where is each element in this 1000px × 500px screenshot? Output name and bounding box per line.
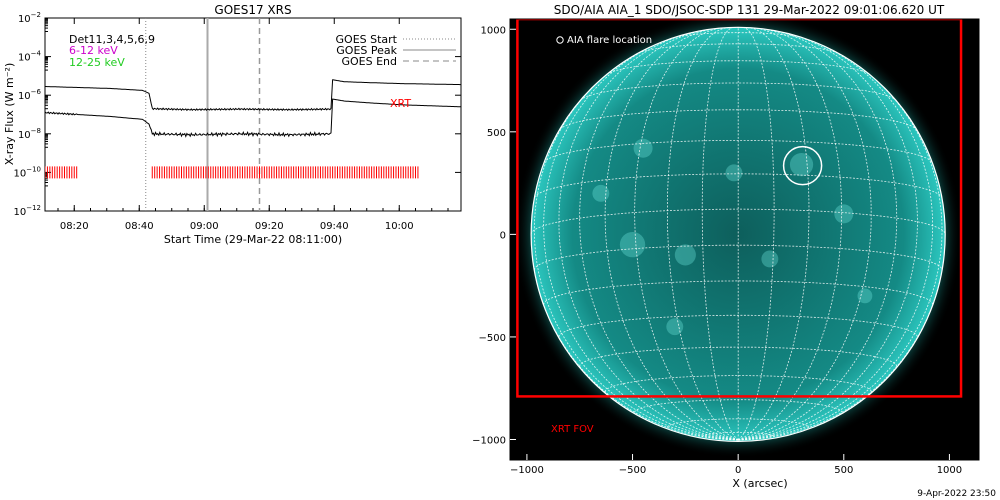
active-region	[725, 164, 743, 182]
aia-frame	[509, 18, 980, 461]
aia-panel: SDO/AIA AIA_1 SDO/JSOC-SDP 131 29-Mar-20…	[472, 3, 980, 490]
goes-x-label: Start Time (29-Mar-22 08:11:00)	[164, 233, 342, 246]
latitude-line	[558, 314, 918, 338]
longitude-line	[533, 65, 739, 441]
aia-x-axis: −1000 −500 0 500 1000	[510, 454, 962, 476]
flare-legend-marker	[556, 36, 564, 44]
longitude-line	[604, 29, 739, 441]
longitude-line	[738, 27, 810, 441]
y-tick-label: 10−12	[13, 204, 41, 218]
longitude-line	[738, 29, 898, 441]
active-region	[633, 138, 653, 158]
xrt-fov-box	[516, 19, 963, 398]
legend-goes-peak: GOES Peak	[336, 44, 397, 57]
active-region	[789, 153, 814, 177]
active-region	[619, 231, 646, 258]
x-tick-label: 10:00	[385, 221, 414, 232]
longitude-line	[543, 39, 739, 441]
goes-x-axis: 08:20 08:40 09:00 09:20 09:40 10:00	[57, 18, 449, 232]
x-tick-label: 09:40	[320, 221, 349, 232]
longitude-line	[701, 27, 739, 441]
aia-y-axis: 1000 500 0 −500 −1000	[472, 25, 516, 446]
legend-goes-end: GOES End	[341, 55, 397, 68]
goes-event-lines	[145, 18, 261, 211]
longitude-line	[738, 39, 934, 441]
x-tick-label: 08:40	[125, 221, 154, 232]
longitude-line	[634, 27, 739, 441]
sun-disk	[531, 27, 946, 442]
y-tick-label: 500	[487, 128, 506, 139]
xrt-fov-label: XRT FOV	[551, 424, 594, 435]
latitude-line	[606, 60, 870, 75]
solar-limb	[530, 26, 946, 443]
y-tick-label: 10−8	[18, 127, 41, 141]
goes-series-line-1	[45, 79, 461, 112]
latitude-line	[543, 280, 934, 305]
flare-legend-label: AIA flare location	[567, 35, 652, 46]
active-region	[761, 250, 779, 268]
longitude-line	[738, 29, 872, 441]
x-tick-label: −500	[619, 465, 646, 476]
y-tick-label: 10−6	[18, 88, 42, 102]
x-tick-label: 09:00	[190, 221, 219, 232]
legend-6-12-kev: 6-12 keV	[69, 44, 118, 57]
goes-y-label: X-ray Flux (W m⁻²)	[3, 63, 16, 165]
footer-date: 9-Apr-2022 23:50	[917, 489, 996, 499]
aia-title: SDO/AIA AIA_1 SDO/JSOC-SDP 131 29-Mar-20…	[554, 3, 945, 17]
y-tick-label: −1000	[472, 435, 506, 446]
x-tick-label: 1000	[937, 465, 962, 476]
aia-x-label: X (arcsec)	[732, 477, 787, 490]
longitude-line	[738, 65, 943, 441]
active-region	[592, 184, 610, 202]
y-tick-label: 10−2	[18, 11, 41, 25]
xrt-label: XRT	[390, 97, 411, 110]
y-tick-label: 10−4	[18, 50, 42, 64]
y-tick-label: 1000	[481, 25, 506, 36]
active-region-features	[592, 138, 873, 336]
active-region	[834, 204, 854, 224]
heliographic-grid	[531, 27, 946, 441]
y-tick-label: −500	[479, 333, 506, 344]
longitude-line	[558, 32, 739, 441]
y-tick-label: 10−10	[13, 165, 41, 179]
x-tick-label: 08:20	[60, 221, 89, 232]
latitude-line	[671, 32, 805, 39]
x-tick-label: 09:20	[255, 221, 284, 232]
legend-12-25-kev: 12-25 keV	[69, 56, 125, 69]
active-region	[666, 318, 684, 336]
latitude-line	[543, 140, 933, 164]
x-tick-label: 0	[735, 465, 741, 476]
latitude-line	[559, 109, 917, 130]
goes-panel: GOES17 XRS 10−12 10−10 10−8 10−6 10−4 10−2 08…	[3, 3, 462, 246]
goes-series-line-2	[45, 98, 461, 138]
latitude-line	[580, 82, 897, 101]
active-region	[857, 288, 873, 304]
xrt-coverage-ticks	[45, 166, 419, 179]
flare-location-circle	[782, 145, 823, 186]
legend-goes-start: GOES Start	[336, 33, 398, 46]
y-tick-label: 0	[500, 230, 506, 241]
x-tick-label: −1000	[510, 465, 544, 476]
longitude-line	[667, 27, 739, 441]
legend-detectors: Det11,3,4,5,6,9	[69, 33, 155, 46]
goes-title: GOES17 XRS	[214, 3, 291, 17]
active-region	[674, 244, 696, 266]
longitude-line	[737, 27, 775, 441]
x-tick-label: 500	[834, 465, 853, 476]
longitude-line	[579, 29, 739, 441]
goes-series-group	[45, 79, 461, 138]
longitude-line	[738, 32, 918, 441]
